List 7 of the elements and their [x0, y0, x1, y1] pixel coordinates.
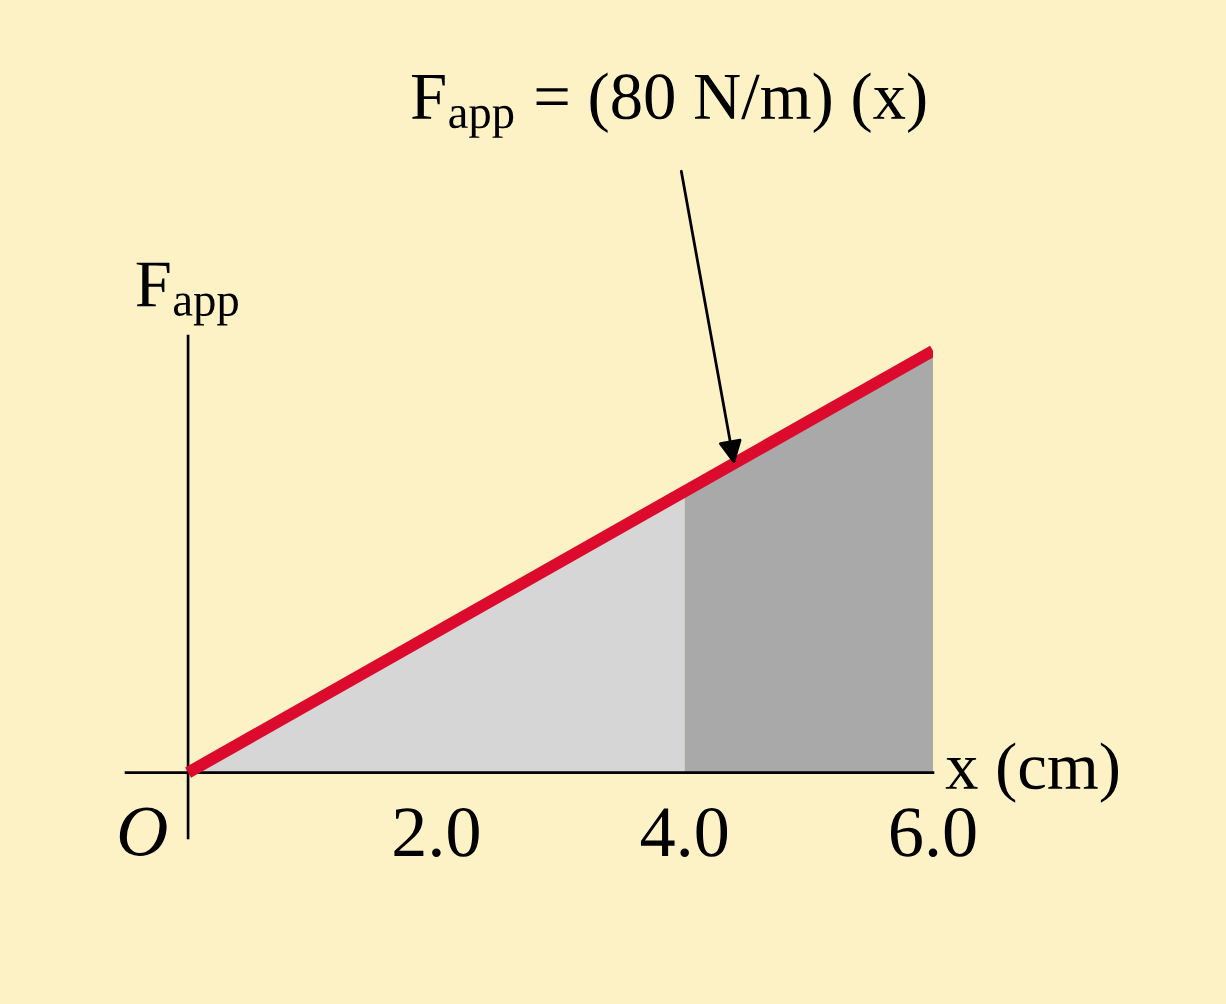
- annotation: F$_{app}$ = (80 N/m) (x): [411, 72, 926, 138]
- x-tick-label: 4.0: [640, 808, 728, 858]
- y-axis-title: F$_{app}$: [136, 262, 238, 326]
- x-axis-title: x (cm): [945, 742, 1119, 803]
- x-tick-label: 6.0: [890, 808, 976, 858]
- x-tick-label: 2.0: [394, 808, 479, 858]
- annotation: O: [119, 807, 167, 856]
